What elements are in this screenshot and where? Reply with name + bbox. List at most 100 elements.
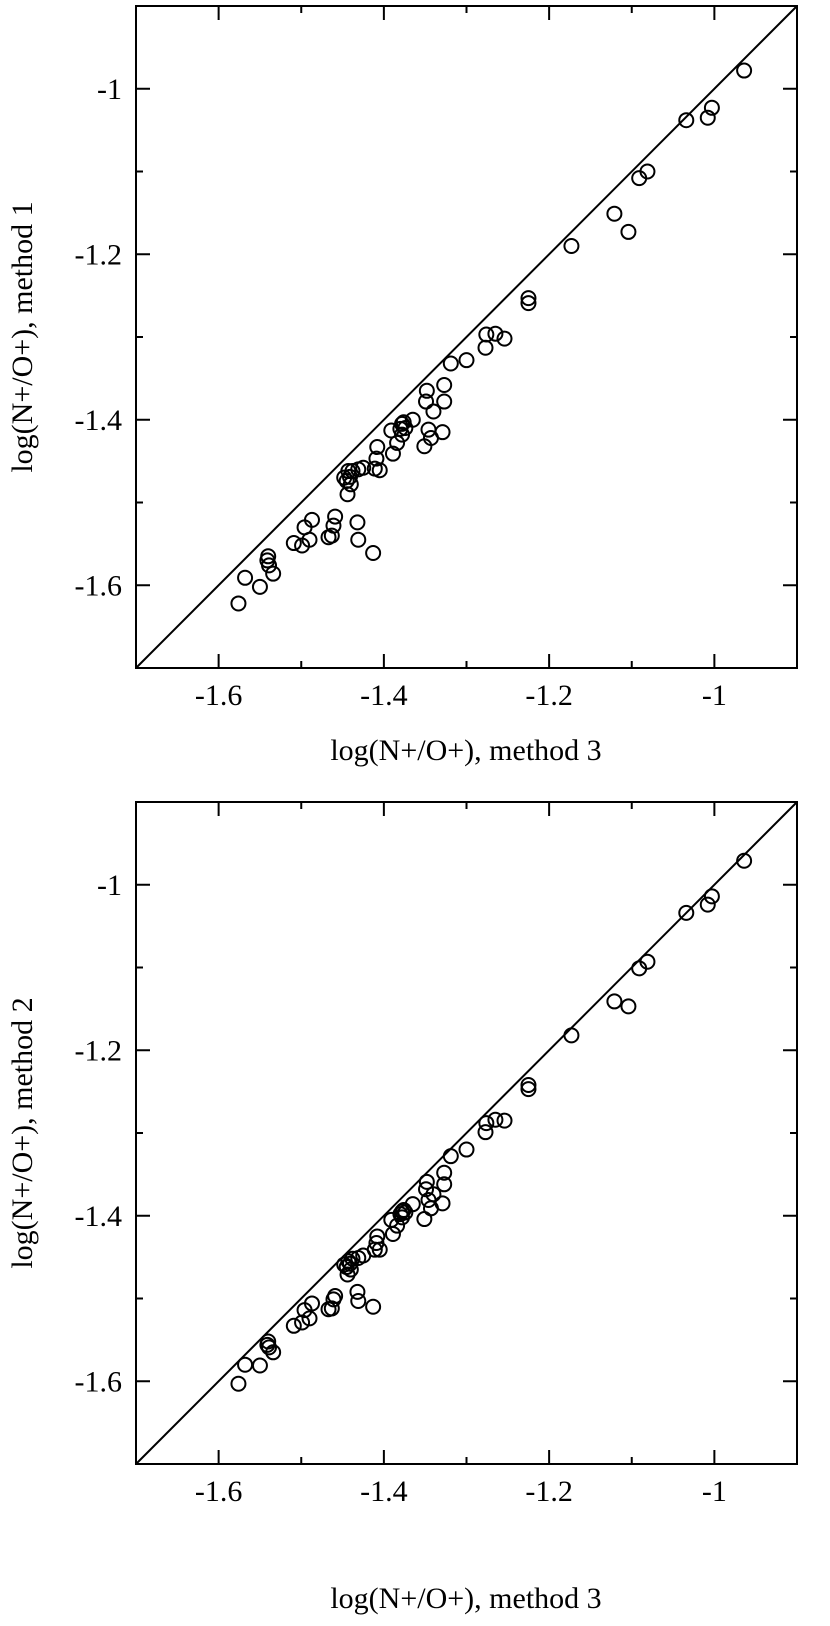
data-point xyxy=(296,519,313,536)
x-axis-label: log(N+/O+), method 3 xyxy=(330,734,601,767)
data-point xyxy=(350,531,367,548)
data-point xyxy=(384,445,401,462)
data-point xyxy=(436,376,453,393)
data-point xyxy=(261,1339,278,1356)
data-point xyxy=(369,439,386,456)
x-tick-label: -1.6 xyxy=(195,679,243,712)
data-point xyxy=(395,1201,412,1218)
data-point xyxy=(365,1298,382,1315)
data-point xyxy=(251,1357,268,1374)
x-tick-label: -1.6 xyxy=(195,1475,243,1508)
y-axis-label: log(N+/O+), method 1 xyxy=(6,201,39,472)
data-point xyxy=(320,529,337,546)
data-point xyxy=(606,993,623,1010)
data-point xyxy=(425,403,442,420)
data-point xyxy=(336,469,353,486)
data-point xyxy=(736,852,753,869)
y-tick-label: -1.2 xyxy=(75,238,123,271)
data-point xyxy=(678,112,695,129)
data-point xyxy=(339,1266,356,1283)
data-point xyxy=(251,578,268,595)
x-tick-label: -1.2 xyxy=(525,1475,573,1508)
data-point xyxy=(487,1111,504,1128)
x-axis-label: log(N+/O+), method 3 xyxy=(330,1582,601,1615)
data-point xyxy=(478,326,495,343)
data-point xyxy=(563,237,580,254)
y-tick-label: -1 xyxy=(97,73,122,106)
x-tick-label: -1 xyxy=(702,1475,727,1508)
data-point xyxy=(366,460,383,477)
scatter-panel-top: -1.6 -1.4 -1.2 -1 -1.6 -1.4 -1.2 -1 log(N+/O+),… xyxy=(6,5,798,767)
data-point xyxy=(436,393,453,410)
data-point xyxy=(418,382,435,399)
y-tick-label: -1.4 xyxy=(75,1200,123,1233)
data-point xyxy=(285,535,302,552)
data-point xyxy=(487,325,504,342)
data-point xyxy=(563,1027,580,1044)
data-point xyxy=(418,1181,435,1198)
data-point xyxy=(383,422,400,439)
data-point xyxy=(442,1148,459,1165)
data-point xyxy=(520,1081,537,1098)
data-point xyxy=(384,1225,401,1242)
data-point xyxy=(420,421,437,438)
data-point xyxy=(338,472,355,489)
data-point xyxy=(458,352,475,369)
data-point xyxy=(606,205,623,222)
data-point xyxy=(349,1283,366,1300)
data-point xyxy=(368,1235,385,1252)
x-tick-label: -1.4 xyxy=(360,679,408,712)
data-point xyxy=(418,1173,435,1190)
data-point xyxy=(394,1203,411,1220)
data-point xyxy=(368,450,385,467)
data-point xyxy=(703,888,720,905)
data-point xyxy=(703,99,720,116)
data-point xyxy=(699,109,716,126)
data-point xyxy=(442,355,459,372)
y-tick-label: -1.4 xyxy=(75,404,123,437)
data-point xyxy=(520,1077,537,1094)
data-point xyxy=(325,1291,342,1308)
identity-line xyxy=(135,5,798,669)
data-point xyxy=(620,223,637,240)
axis-ticks: -1.6 -1.4 -1.2 -1 -1.6 -1.4 -1.2 -1 xyxy=(75,6,797,712)
data-point xyxy=(477,1124,494,1141)
data-point xyxy=(418,393,435,410)
x-tick-label: -1.4 xyxy=(360,1475,408,1508)
scatter-panel-bottom: -1.6 -1.4 -1.2 -1 -1.6 -1.4 -1.2 -1 log(N+/O+),… xyxy=(6,801,798,1615)
data-point xyxy=(338,1259,355,1276)
data-points xyxy=(230,62,753,612)
data-point xyxy=(620,998,637,1015)
data-point xyxy=(436,1176,453,1193)
y-tick-label: -1.2 xyxy=(75,1034,123,1067)
data-point xyxy=(230,1375,247,1392)
y-tick-label: -1 xyxy=(97,869,122,902)
data-point xyxy=(458,1141,475,1158)
data-point xyxy=(259,1336,276,1353)
data-point xyxy=(631,960,648,977)
data-point xyxy=(416,1211,433,1228)
data-points xyxy=(230,852,753,1392)
data-point xyxy=(265,565,282,582)
data-point xyxy=(420,1192,437,1209)
data-point xyxy=(349,514,366,531)
data-point xyxy=(230,595,247,612)
data-point xyxy=(259,552,276,569)
y-axis-label: log(N+/O+), method 2 xyxy=(6,997,39,1268)
data-point xyxy=(496,1112,513,1129)
data-point xyxy=(520,290,537,307)
data-point xyxy=(237,1356,254,1373)
axis-ticks: -1.6 -1.4 -1.2 -1 -1.6 -1.4 -1.2 -1 xyxy=(75,802,797,1508)
data-point xyxy=(327,508,344,525)
data-point xyxy=(365,544,382,561)
data-point xyxy=(678,904,695,921)
data-point xyxy=(296,1302,313,1319)
x-tick-label: -1 xyxy=(702,679,727,712)
data-point xyxy=(237,569,254,586)
data-point xyxy=(520,295,537,312)
data-point xyxy=(383,1211,400,1228)
data-point xyxy=(285,1317,302,1334)
data-point xyxy=(496,330,513,347)
identity-line xyxy=(135,801,798,1465)
